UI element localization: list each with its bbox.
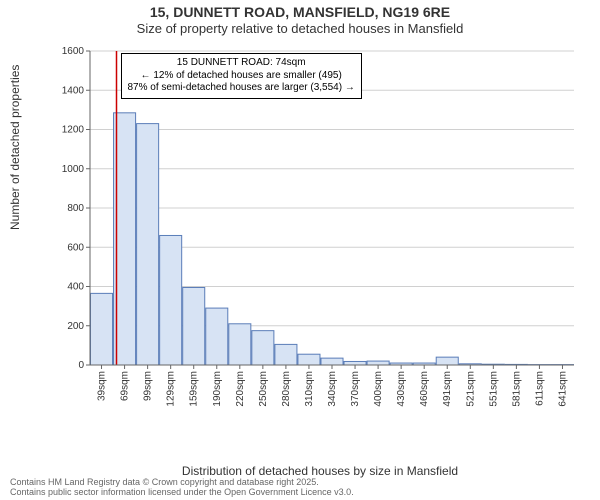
svg-text:521sqm: 521sqm <box>465 371 476 407</box>
title-block: 15, DUNNETT ROAD, MANSFIELD, NG19 6RE Si… <box>0 0 600 36</box>
bar <box>183 287 205 365</box>
svg-text:1600: 1600 <box>62 46 85 57</box>
svg-text:280sqm: 280sqm <box>281 371 292 407</box>
chart-title: 15, DUNNETT ROAD, MANSFIELD, NG19 6RE <box>0 4 600 20</box>
svg-text:641sqm: 641sqm <box>557 371 568 407</box>
svg-text:129sqm: 129sqm <box>166 371 177 407</box>
svg-text:551sqm: 551sqm <box>488 371 499 407</box>
bar <box>160 235 182 365</box>
bar <box>91 293 113 365</box>
plot-area: 0 200 400 600 800 1000 1200 1400 1600 39sqm 69sqm 9… <box>60 45 580 415</box>
bar <box>344 361 366 365</box>
annotation-box: 15 DUNNETT ROAD: 74sqm ← 12% of detached… <box>121 53 362 99</box>
bar <box>252 331 274 365</box>
annotation-line2: ← 12% of detached houses are smaller (49… <box>128 70 355 83</box>
svg-text:190sqm: 190sqm <box>212 371 223 407</box>
svg-text:69sqm: 69sqm <box>120 371 131 401</box>
svg-text:1200: 1200 <box>62 125 85 136</box>
chart-container: 15, DUNNETT ROAD, MANSFIELD, NG19 6RE Si… <box>0 0 600 500</box>
svg-text:99sqm: 99sqm <box>143 371 154 401</box>
y-axis-label: Number of detached properties <box>8 65 22 230</box>
svg-text:370sqm: 370sqm <box>350 371 361 407</box>
chart-subtitle: Size of property relative to detached ho… <box>0 21 600 36</box>
svg-text:430sqm: 430sqm <box>396 371 407 407</box>
svg-text:460sqm: 460sqm <box>419 371 430 407</box>
svg-text:250sqm: 250sqm <box>258 371 269 407</box>
annotation-line3: 87% of semi-detached houses are larger (… <box>128 82 355 95</box>
svg-text:400: 400 <box>67 282 84 293</box>
svg-text:600: 600 <box>67 242 84 253</box>
bar <box>229 324 251 365</box>
annotation-line1: 15 DUNNETT ROAD: 74sqm <box>128 57 355 70</box>
svg-text:1000: 1000 <box>62 164 85 175</box>
svg-text:220sqm: 220sqm <box>235 371 246 407</box>
svg-text:581sqm: 581sqm <box>511 371 522 407</box>
svg-text:159sqm: 159sqm <box>189 371 200 407</box>
svg-text:340sqm: 340sqm <box>327 371 338 407</box>
bar <box>206 308 228 365</box>
svg-text:1400: 1400 <box>62 85 85 96</box>
svg-text:611sqm: 611sqm <box>534 371 545 406</box>
x-axis-label: Distribution of detached houses by size … <box>60 464 580 478</box>
svg-text:800: 800 <box>67 203 84 214</box>
svg-text:400sqm: 400sqm <box>373 371 384 407</box>
bar <box>436 357 458 365</box>
footer-attribution: Contains HM Land Registry data © Crown c… <box>10 478 354 498</box>
footer-line2: Contains public sector information licen… <box>10 488 354 498</box>
bar <box>367 361 389 365</box>
svg-text:310sqm: 310sqm <box>304 371 315 407</box>
chart-svg: 0 200 400 600 800 1000 1200 1400 1600 39sqm 69sqm 9… <box>60 45 580 415</box>
svg-text:200: 200 <box>67 321 84 332</box>
bar <box>137 124 159 365</box>
bar <box>298 354 320 365</box>
svg-text:0: 0 <box>78 360 84 371</box>
bar <box>275 344 297 365</box>
svg-text:491sqm: 491sqm <box>442 371 453 407</box>
svg-text:39sqm: 39sqm <box>97 371 108 401</box>
bar <box>321 358 343 365</box>
